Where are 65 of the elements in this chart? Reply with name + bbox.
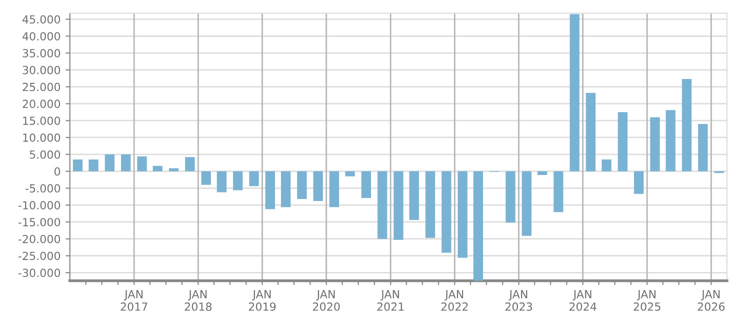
bar: [425, 171, 436, 238]
bar: [537, 171, 548, 175]
bar: [345, 171, 355, 176]
bar: [280, 171, 291, 208]
x-tick-label: JAN 2017: [120, 290, 148, 311]
bar: [602, 159, 612, 172]
x-tick-label: JAN 2021: [377, 290, 404, 311]
y-tick-label: 15.000: [23, 116, 60, 125]
bar: [378, 171, 388, 239]
y-tick-label: -10.000: [18, 201, 60, 210]
bar: [201, 171, 211, 185]
bar: [72, 159, 83, 172]
bar: [361, 171, 372, 198]
bar: [88, 159, 98, 172]
x-tick-label: JAN 2018: [184, 290, 212, 311]
bar: [442, 171, 452, 253]
x-tick-label: JAN 2026: [698, 290, 725, 311]
bar: [698, 124, 708, 172]
bar: [650, 117, 660, 172]
bar: [329, 171, 340, 208]
bar: [570, 14, 580, 172]
bar: [666, 110, 676, 172]
bar: [458, 171, 468, 258]
bar: [216, 171, 227, 192]
bar: [104, 154, 115, 172]
bar: [409, 171, 419, 220]
x-tick-label: JAN 2025: [634, 290, 660, 311]
bar: [249, 171, 259, 186]
y-tick-label: 0: [54, 167, 60, 176]
bar: [634, 171, 644, 194]
y-tick-label: -30.000: [18, 268, 60, 278]
y-tick-label: -15.000: [18, 218, 60, 226]
bar: [297, 171, 307, 199]
bar: [394, 171, 404, 240]
y-tick-label: 5.000: [30, 150, 60, 159]
bar: [152, 166, 162, 172]
bar: [554, 171, 564, 212]
y-tick-label: 20.000: [22, 100, 60, 108]
x-tick-label: JAN 2022: [441, 290, 468, 311]
bar: [522, 171, 532, 236]
y-tick-label: 40.000: [22, 32, 60, 40]
x-tick-label: JAN 2024: [570, 290, 596, 311]
bar: [121, 154, 131, 172]
bar: [682, 79, 692, 172]
bar: [185, 157, 195, 172]
bar: [313, 171, 323, 202]
y-tick-label: 30.000: [22, 66, 60, 74]
y-tick-label: -25.000: [18, 252, 60, 260]
bar: [168, 168, 179, 172]
x-tick-label: JAN 2020: [313, 290, 340, 311]
bar: [586, 92, 596, 172]
y-tick-label: 10.000: [23, 133, 60, 142]
bar: [137, 156, 147, 172]
bar: [265, 171, 275, 210]
x-tick-label: JAN 2023: [505, 290, 532, 311]
y-tick-label: -20.000: [18, 234, 60, 244]
bar: [233, 171, 243, 190]
y-tick-label: -5.000: [26, 184, 60, 193]
y-tick-label: 45.000: [22, 15, 60, 24]
y-tick-label: 25.000: [22, 82, 60, 92]
y-tick-label: 35.000: [22, 48, 60, 58]
bar: [506, 171, 516, 223]
bar: [473, 171, 484, 281]
x-tick-label: JAN 2019: [248, 290, 276, 311]
bar: [618, 112, 628, 172]
